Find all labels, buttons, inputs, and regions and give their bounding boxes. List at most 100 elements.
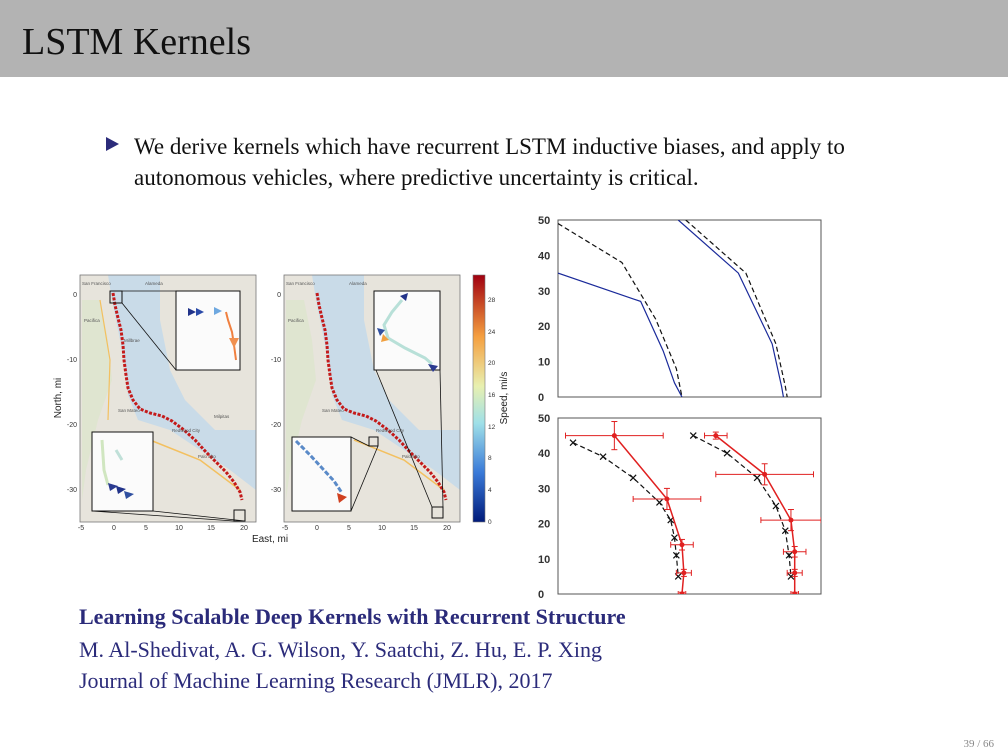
map-label-left: San Mateo <box>118 408 140 413</box>
page-number: 39 / 66 <box>963 738 994 750</box>
map-label-right: San Francisco <box>286 281 315 286</box>
map-xtick-right: 10 <box>378 525 386 532</box>
top-plot-ytick: 0 <box>538 392 544 404</box>
bottom-plot-marker <box>723 449 731 457</box>
prediction-plot-bottom: 50 40 30 20 10 0 <box>538 413 822 601</box>
bottom-plot-marker <box>629 474 637 482</box>
map-xtick-left: 20 <box>240 525 248 532</box>
colorbar-tick: 28 <box>488 297 496 304</box>
colorbar-tick: 0 <box>488 519 492 526</box>
map-xtick-right: 20 <box>443 525 451 532</box>
map-xtick-right: 15 <box>410 525 418 532</box>
top-plot-ytick: 50 <box>538 215 550 227</box>
map-ytick-right: -30 <box>271 487 281 494</box>
map-label-left: Palo Alto <box>198 454 216 459</box>
title-bar: LSTM Kernels <box>0 0 1008 77</box>
colorbar-tick: 20 <box>488 360 496 367</box>
prediction-plot-top: 50 40 30 20 10 0 <box>538 215 822 404</box>
bottom-plot-ytick: 20 <box>538 519 550 531</box>
bottom-plot-ytick: 0 <box>538 589 544 601</box>
colorbar-label: Speed, mi/s <box>499 372 510 425</box>
colorbar-tick: 4 <box>488 487 492 494</box>
map-xtick-left: 5 <box>144 525 148 532</box>
colorbar-tick: 16 <box>488 392 496 399</box>
bullet-point: We derive kernels which have recurrent L… <box>106 131 926 193</box>
bottom-plot-ytick: 30 <box>538 483 550 495</box>
colorbar: 28 24 20 16 12 8 4 0 Speed, mi/s <box>472 274 510 526</box>
map-xtick-left: -5 <box>78 525 84 532</box>
bottom-plot-ground-truth-left-line <box>572 442 679 577</box>
map-panel-right: San Francisco Alameda Pacifica San Mateo… <box>283 274 461 523</box>
top-plot-reference-right-line <box>685 220 788 397</box>
bottom-plot-errorbar <box>704 431 728 440</box>
map-xlabel: East, mi <box>252 534 288 545</box>
map-ylabel: North, mi <box>53 378 64 419</box>
top-plot-predicted-right-line <box>677 220 785 397</box>
bottom-plot-marker <box>689 432 697 440</box>
bottom-plot-marker <box>569 439 577 447</box>
map-label-right: Palo Alto <box>402 454 420 459</box>
top-plot-predicted-left-line <box>558 272 683 397</box>
bottom-plot-marker <box>599 453 607 461</box>
bottom-plot-marker <box>656 499 663 506</box>
bottom-plot-errorbar <box>715 463 814 486</box>
map-ytick-right: 0 <box>277 292 281 299</box>
map-xtick-right: 5 <box>347 525 351 532</box>
bottom-plot-errorbar <box>782 545 807 558</box>
bottom-plot-errorbar <box>565 421 664 451</box>
bottom-plot-ytick: 40 <box>538 448 550 460</box>
trajectory-left <box>111 292 244 501</box>
map-label-right: San Mateo <box>322 408 344 413</box>
bullet-triangle-icon <box>106 137 119 151</box>
map-label-right: Alameda <box>349 281 367 286</box>
map-label-left: Millbrae <box>124 338 140 343</box>
reference-journal: Journal of Machine Learning Research (JM… <box>79 668 553 693</box>
map-ytick-left: -10 <box>67 357 77 364</box>
bottom-plot-ytick: 10 <box>538 554 550 566</box>
map-xtick-right: -5 <box>282 525 288 532</box>
map-ytick-right: -10 <box>271 357 281 364</box>
map-label-left: San Francisco <box>82 281 111 286</box>
bottom-plot-errorbar <box>760 509 821 532</box>
map-xtick-left: 0 <box>112 525 116 532</box>
bottom-plot-ytick: 50 <box>538 413 550 425</box>
bottom-plot-errorbar <box>670 538 694 551</box>
colorbar-tick: 12 <box>488 424 496 431</box>
map-xtick-left: 10 <box>175 525 183 532</box>
map-xtick-left: 15 <box>207 525 215 532</box>
map-xtick-right: 0 <box>315 525 319 532</box>
bottom-plot-errorbar <box>786 568 803 577</box>
top-plot-ytick: 10 <box>538 357 550 369</box>
map-label-right: Redwood City <box>376 428 405 433</box>
map-label-right: Pacifica <box>288 318 304 323</box>
map-label-left: Alameda <box>145 281 163 286</box>
inset-top-left <box>175 290 241 371</box>
map-label-left: Pacifica <box>84 318 100 323</box>
top-plot-ytick: 20 <box>538 321 550 333</box>
top-plot-ytick: 30 <box>538 286 550 298</box>
colorbar-tick: 8 <box>488 455 492 462</box>
trajectory-right <box>315 292 448 501</box>
map-ytick-left: -20 <box>67 422 77 429</box>
map-label-left: Milpitas <box>214 414 230 419</box>
map-ytick-left: -30 <box>67 487 77 494</box>
map-ytick-right: -20 <box>271 422 281 429</box>
bottom-plot-errorbar <box>677 591 687 594</box>
bottom-plot-errorbar <box>632 487 702 511</box>
reference-title: Learning Scalable Deep Kernels with Recu… <box>79 604 626 629</box>
bottom-plot-errorbar <box>675 568 692 577</box>
slide-title: LSTM Kernels <box>22 21 252 63</box>
bottom-plot-marker <box>785 551 793 559</box>
bottom-plot-errorbar <box>790 591 799 594</box>
reference-authors: M. Al-Shedivat, A. G. Wilson, Y. Saatchi… <box>79 637 603 662</box>
top-plot-ytick: 40 <box>538 250 550 262</box>
bottom-plot-marker <box>781 527 789 535</box>
map-label-left: Redwood City <box>172 428 201 433</box>
bottom-plot-marker <box>672 551 680 559</box>
bullet-text: We derive kernels which have recurrent L… <box>134 134 845 190</box>
top-plot-reference-left-line <box>558 223 683 397</box>
map-panel-left: San Francisco Alameda Pacifica Millbrae … <box>79 274 257 523</box>
bottom-plot-marker <box>772 502 780 510</box>
bottom-plot-marker <box>753 474 761 482</box>
